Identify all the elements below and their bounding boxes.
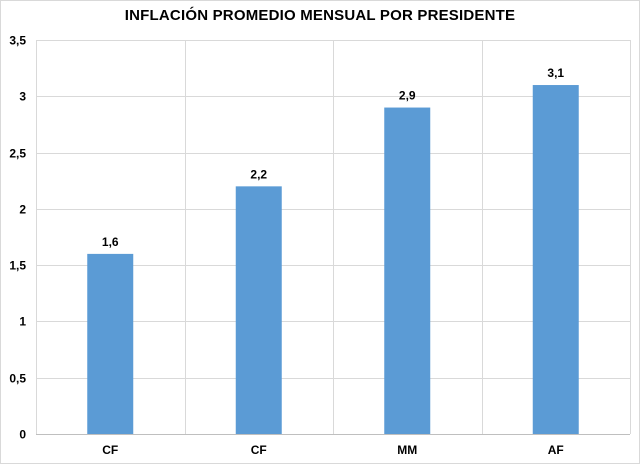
y-tick-label: 0,5 [9, 372, 26, 386]
x-axis-tick-labels: CF CF MM AF [102, 443, 564, 457]
bars [87, 85, 579, 435]
bar-af-4 [532, 85, 579, 435]
y-tick-label: 0 [19, 428, 26, 442]
bar-cf-2 [235, 186, 282, 434]
data-label: 3,1 [547, 66, 564, 80]
bar-mm-3 [384, 107, 431, 435]
data-label: 1,6 [102, 235, 119, 249]
x-tick-label: CF [251, 443, 267, 457]
y-tick-label: 3 [19, 90, 26, 104]
x-tick-label: MM [397, 443, 417, 457]
data-labels: 1,6 2,2 2,9 3,1 [102, 66, 565, 249]
x-tick-label: CF [102, 443, 118, 457]
y-tick-label: 1,5 [9, 259, 26, 273]
y-tick-label: 2 [19, 203, 26, 217]
grid-lines [36, 40, 631, 435]
y-tick-label: 1 [19, 315, 26, 329]
y-tick-label: 3,5 [9, 34, 26, 48]
data-label: 2,9 [399, 89, 416, 103]
bar-cf-1 [87, 253, 134, 434]
y-tick-label: 2,5 [9, 147, 26, 161]
x-tick-label: AF [548, 443, 564, 457]
chart-title: INFLACIÓN PROMEDIO MENSUAL POR PRESIDENT… [124, 7, 516, 24]
data-label: 2,2 [250, 167, 267, 181]
y-axis-tick-labels: 0 0,5 1 1,5 2 2,5 3 3,5 [9, 34, 26, 442]
